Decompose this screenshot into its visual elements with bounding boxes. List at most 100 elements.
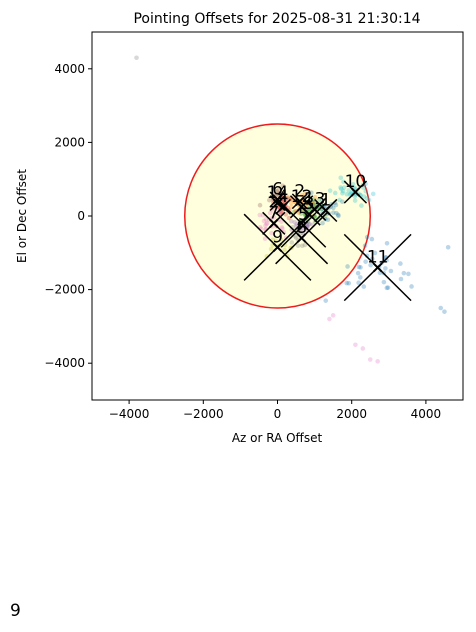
data-point xyxy=(271,214,277,220)
x-tick-label: −4000 xyxy=(109,407,150,421)
center-mark xyxy=(296,233,307,243)
data-point xyxy=(288,218,294,224)
data-point xyxy=(264,221,269,227)
x-tick-label: 4000 xyxy=(411,407,442,421)
center-mark xyxy=(278,202,288,212)
data-point xyxy=(279,219,284,224)
data-point xyxy=(267,210,273,216)
data-point xyxy=(352,198,358,203)
data-point xyxy=(375,359,380,364)
data-point xyxy=(302,242,308,248)
data-point xyxy=(356,264,362,270)
data-point xyxy=(284,195,290,201)
center-mark xyxy=(372,262,383,273)
data-point xyxy=(363,188,369,194)
data-point xyxy=(278,237,284,242)
data-point xyxy=(332,190,338,196)
data-point xyxy=(445,244,451,250)
data-point xyxy=(261,218,267,224)
data-point xyxy=(320,220,325,226)
data-point xyxy=(384,240,390,246)
data-point xyxy=(298,211,304,216)
data-point xyxy=(355,270,361,276)
data-point xyxy=(362,243,368,249)
data-point xyxy=(342,185,347,190)
data-point xyxy=(364,196,370,201)
data-point xyxy=(262,236,268,241)
data-point xyxy=(300,230,305,236)
data-point xyxy=(299,192,305,198)
y-tick-label: 0 xyxy=(77,209,85,223)
cluster-label: 10 xyxy=(345,172,367,192)
center-mark xyxy=(272,198,283,208)
data-point xyxy=(294,222,299,227)
data-point xyxy=(333,202,339,208)
data-point xyxy=(339,186,344,192)
y-tick-label: −4000 xyxy=(44,356,85,370)
data-point xyxy=(346,280,352,286)
data-point xyxy=(275,187,281,193)
cluster-label: 12 xyxy=(291,187,313,207)
x-tick-label: 2000 xyxy=(336,407,367,421)
data-point xyxy=(289,240,295,245)
y-axis-label: El or Dec Offset xyxy=(15,169,29,263)
cluster-label: 7 xyxy=(268,203,279,223)
data-point xyxy=(299,243,305,249)
data-point xyxy=(364,234,370,240)
data-point xyxy=(264,220,270,226)
data-point xyxy=(361,185,366,190)
data-point xyxy=(406,271,411,277)
center-mark xyxy=(272,242,283,252)
data-point xyxy=(334,210,339,216)
cluster-label: 14 xyxy=(267,183,289,203)
data-point xyxy=(310,199,315,205)
data-point xyxy=(311,200,316,206)
y-tick-label: −2000 xyxy=(44,283,85,297)
data-point xyxy=(388,268,394,274)
data-point xyxy=(346,188,352,193)
data-point xyxy=(364,253,370,259)
data-point xyxy=(274,206,279,212)
data-point xyxy=(330,313,336,318)
data-point xyxy=(283,235,289,241)
data-point xyxy=(280,226,285,231)
data-point xyxy=(306,207,312,212)
tolerance-circle xyxy=(184,123,371,309)
data-point xyxy=(292,219,298,225)
data-point xyxy=(341,179,346,185)
chart-title: Pointing Offsets for 2025-08-31 21:30:14 xyxy=(133,11,420,27)
data-point xyxy=(356,280,361,285)
data-point xyxy=(288,245,293,251)
data-point xyxy=(358,265,363,270)
cluster-label: 13 xyxy=(304,189,326,209)
cluster-label: 11 xyxy=(367,248,389,268)
data-point xyxy=(312,202,317,208)
x-tick-label: 0 xyxy=(274,407,282,421)
y-tick-label: 4000 xyxy=(54,62,85,76)
data-point xyxy=(368,262,373,268)
data-point xyxy=(337,197,342,203)
cluster-label: 9 xyxy=(272,227,283,247)
cluster-label: 6 xyxy=(272,179,283,199)
data-point xyxy=(385,285,391,290)
data-point xyxy=(295,243,301,249)
data-point xyxy=(276,191,282,197)
data-point xyxy=(268,246,274,252)
data-point xyxy=(338,185,343,190)
data-point xyxy=(344,191,350,197)
cluster-label: 3 xyxy=(304,194,315,214)
data-point xyxy=(331,210,336,215)
data-point xyxy=(263,223,268,228)
data-point xyxy=(409,284,414,289)
data-point xyxy=(401,270,407,276)
data-point xyxy=(273,238,279,244)
data-point xyxy=(345,264,350,269)
data-point xyxy=(383,266,388,271)
data-point xyxy=(361,284,367,289)
data-point xyxy=(312,194,318,200)
data-point xyxy=(381,279,387,285)
data-point xyxy=(327,316,332,322)
data-point xyxy=(263,217,269,222)
cluster-label: 4 xyxy=(278,187,289,207)
cluster-label: 1 xyxy=(320,190,331,210)
